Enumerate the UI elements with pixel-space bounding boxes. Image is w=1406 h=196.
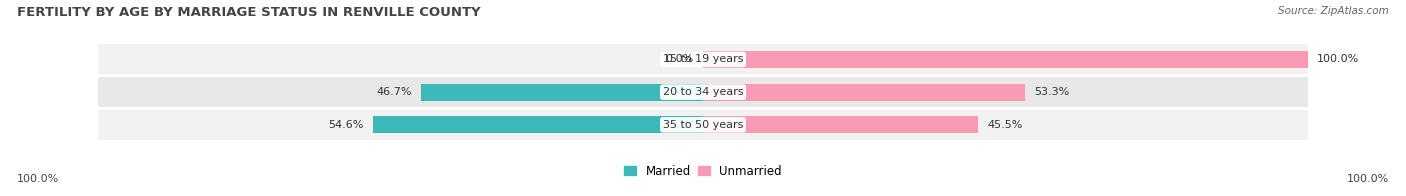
Bar <box>703 84 1025 101</box>
Bar <box>703 51 1308 68</box>
Text: Source: ZipAtlas.com: Source: ZipAtlas.com <box>1278 6 1389 16</box>
Bar <box>420 84 703 101</box>
Text: 45.5%: 45.5% <box>987 120 1022 130</box>
Text: 35 to 50 years: 35 to 50 years <box>662 120 744 130</box>
Text: 100.0%: 100.0% <box>17 174 59 184</box>
Text: FERTILITY BY AGE BY MARRIAGE STATUS IN RENVILLE COUNTY: FERTILITY BY AGE BY MARRIAGE STATUS IN R… <box>17 6 481 19</box>
Text: 46.7%: 46.7% <box>375 87 412 97</box>
Text: 53.3%: 53.3% <box>1035 87 1070 97</box>
Bar <box>98 110 1308 140</box>
Text: 54.6%: 54.6% <box>329 120 364 130</box>
Bar <box>373 116 703 133</box>
Text: 100.0%: 100.0% <box>1347 174 1389 184</box>
Text: 0.0%: 0.0% <box>665 54 695 64</box>
Legend: Married, Unmarried: Married, Unmarried <box>624 165 782 178</box>
Text: 15 to 19 years: 15 to 19 years <box>662 54 744 64</box>
Text: 100.0%: 100.0% <box>1316 54 1358 64</box>
Bar <box>98 44 1308 74</box>
Bar <box>703 116 979 133</box>
Text: 20 to 34 years: 20 to 34 years <box>662 87 744 97</box>
Bar <box>98 77 1308 107</box>
